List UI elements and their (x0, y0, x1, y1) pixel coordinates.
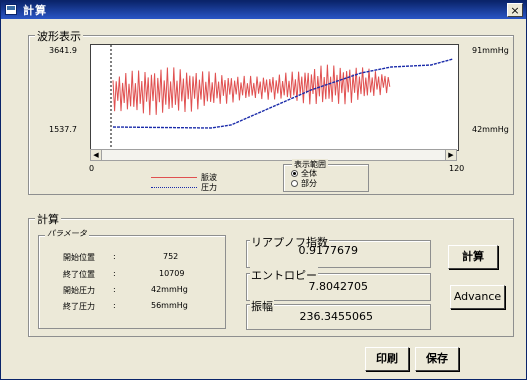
calc-group: 計算 (28, 211, 514, 337)
entropy-value: 7.8042705 (308, 280, 369, 293)
range-all-radio[interactable] (291, 170, 298, 177)
app-icon (5, 4, 17, 15)
display-range-group: 表示範囲 (283, 159, 369, 192)
window-title: 計算 (23, 4, 47, 17)
x-max-label: 120 (449, 164, 465, 173)
waveform-group-label: 波形表示 (35, 28, 83, 44)
pressure-legend-swatch (151, 187, 197, 188)
param-sep: : (113, 252, 116, 261)
param-sep: : (113, 301, 116, 310)
param-start-pressure-value: 42mmHg (151, 285, 188, 294)
params-group-label: パラメータ (45, 228, 89, 239)
display-range-label: 表示範囲 (292, 159, 328, 170)
scroll-left-icon[interactable]: ◀ (91, 150, 102, 160)
param-sep: : (113, 269, 116, 278)
range-part-radio[interactable] (291, 180, 298, 187)
y-right-bottom-label: 42mmHg (472, 125, 509, 134)
y-left-top-label: 3641.9 (49, 46, 77, 55)
save-button[interactable]: 保存 (415, 347, 459, 371)
scroll-right-icon[interactable]: ▶ (445, 150, 456, 160)
print-button[interactable]: 印刷 (365, 347, 409, 371)
pressure-series (112, 58, 454, 129)
close-button[interactable]: × (507, 3, 523, 17)
param-sep: : (113, 285, 116, 294)
param-end-pos-name: 終了位置 (63, 270, 95, 279)
waveform-scrollbar[interactable]: ◀ ▶ (90, 149, 457, 161)
lyapunov-value: 0.9177679 (298, 244, 359, 257)
range-all-label: 全体 (301, 169, 317, 178)
param-start-pos-name: 開始位置 (63, 253, 95, 262)
entropy-label: エントロピー (250, 267, 318, 283)
amplitude-label: 振幅 (250, 298, 274, 314)
x-min-label: 0 (89, 164, 95, 173)
waveform-group: 波形表示 (28, 28, 514, 195)
y-left-bottom-label: 1537.7 (49, 125, 77, 134)
param-end-pressure-value: 56mmHg (151, 301, 188, 310)
compute-button[interactable]: 計算 (448, 245, 498, 269)
lyapunov-box (246, 240, 431, 268)
pulse-legend-swatch (151, 177, 197, 178)
advance-button[interactable]: Advance (450, 285, 505, 309)
pulse-wave-series (112, 64, 391, 116)
range-part-label: 部分 (301, 179, 317, 188)
amplitude-value: 236.3455065 (299, 310, 373, 323)
calc-group-label: 計算 (35, 211, 61, 227)
title-bar[interactable]: 計算 × (1, 1, 526, 19)
amplitude-box (246, 304, 431, 330)
waveform-plot[interactable] (90, 44, 459, 151)
param-start-pressure-name: 開始圧力 (63, 286, 95, 295)
pulse-legend-label: 脈波 (201, 173, 217, 182)
y-right-top-label: 91mmHg (472, 46, 509, 55)
entropy-box (246, 273, 431, 301)
pressure-legend-label: 圧力 (201, 183, 217, 192)
waveform-chart (110, 45, 454, 150)
lyapunov-label: リアプノフ指数 (250, 234, 329, 250)
params-group: パラメータ (38, 228, 226, 329)
param-end-pressure-name: 終了圧力 (63, 302, 95, 311)
param-start-pos-value: 752 (163, 252, 179, 261)
param-end-pos-value: 10709 (159, 269, 185, 278)
